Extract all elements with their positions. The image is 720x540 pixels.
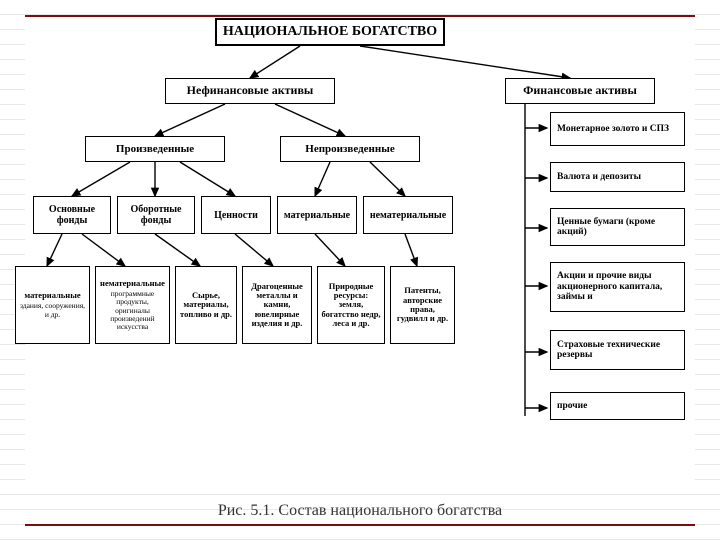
node-title: НАЦИОНАЛЬНОЕ БОГАТСТВО (215, 18, 445, 46)
figure-caption: Рис. 5.1. Состав национального богатства (0, 502, 720, 520)
leaf-nonmaterial-sub: программные продукты, оригиналы произвед… (99, 290, 166, 331)
node-circulating-funds: Оборотные фонды (117, 196, 195, 234)
accent-line-bottom (25, 524, 695, 526)
leaf-raw-materials: Сырье, материалы, топливо и др. (175, 266, 237, 344)
leaf-precious-metals: Драгоценные металлы и камни, ювелирные и… (242, 266, 312, 344)
financial-item-insurance-reserves: Страховые технические резервы (550, 330, 685, 370)
node-financial-assets: Финансовые активы (505, 78, 655, 104)
financial-item-shares: Акции и прочие виды акционерного капитал… (550, 262, 685, 312)
leaf-natural-resources: Природные ресурсы: земля, богатство недр… (317, 266, 385, 344)
leaf-patents: Патенты, авторские права, гудвилл и др. (390, 266, 455, 344)
node-nonmaterial-nonproduced: нематериальные (363, 196, 453, 234)
leaf-nonmaterial-head: нематериальные (100, 279, 165, 288)
node-nonfinancial-assets: Нефинансовые активы (165, 78, 335, 104)
node-produced: Произведенные (85, 136, 225, 162)
node-valuables: Ценности (201, 196, 271, 234)
financial-item-currency-deposits: Валюта и депозиты (550, 162, 685, 192)
node-nonproduced: Непроизведенные (280, 136, 420, 162)
financial-item-other: прочие (550, 392, 685, 420)
accent-line-top (25, 15, 695, 17)
leaf-nonmaterial: нематериальные программные продукты, ори… (95, 266, 170, 344)
diagram-area: НАЦИОНАЛЬНОЕ БОГАТСТВО Нефинансовые акти… (25, 18, 695, 488)
node-material-nonproduced: материальные (277, 196, 357, 234)
node-fixed-funds: Основные фонды (33, 196, 111, 234)
leaf-material: материальные здания, сооружения, и др. (15, 266, 90, 344)
page: НАЦИОНАЛЬНОЕ БОГАТСТВО Нефинансовые акти… (0, 0, 720, 540)
financial-item-securities: Ценные бумаги (кроме акций) (550, 208, 685, 246)
financial-item-gold-sdr: Монетарное золото и СПЗ (550, 112, 685, 146)
leaf-material-sub: здания, сооружения, и др. (19, 302, 86, 319)
leaf-material-head: материальные (24, 291, 80, 300)
